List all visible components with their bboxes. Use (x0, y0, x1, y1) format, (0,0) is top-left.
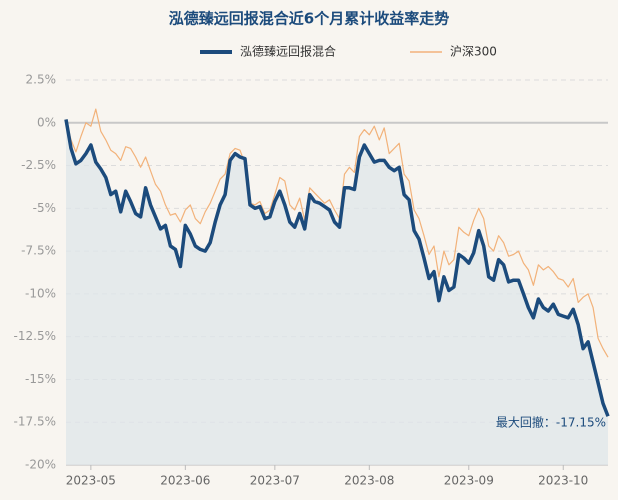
y-tick-label: -12.5% (14, 329, 56, 343)
x-tick-label: 2023-09 (444, 474, 494, 488)
legend-label: 泓德臻远回报混合 (240, 44, 336, 59)
y-tick-label: -5% (33, 201, 56, 215)
x-tick-label: 2023-05 (66, 474, 116, 488)
series-line (65, 108, 609, 358)
y-tick-label: -20% (25, 458, 56, 472)
x-tick-label: 2023-08 (344, 474, 394, 488)
x-tick-label: 2023-10 (538, 474, 588, 488)
y-tick-label: -7.5% (21, 244, 56, 258)
legend-label: 沪深300 (450, 45, 497, 59)
series-line (64, 119, 610, 417)
y-tick-label: 2.5% (26, 73, 57, 87)
y-tick-label: -10% (25, 286, 56, 300)
y-tick-label: -15% (25, 372, 56, 386)
chart-title: 泓德臻远回报混合近6个月累计收益率走势 (169, 10, 449, 28)
x-tick-label: 2023-06 (160, 474, 210, 488)
annotation: 最大回撤：-17.15% (496, 415, 606, 430)
area (66, 119, 608, 466)
x-tick-label: 2023-07 (250, 474, 300, 488)
y-tick-label: -2.5% (21, 158, 56, 172)
y-tick-label: 0% (37, 115, 56, 129)
y-tick-label: -17.5% (14, 415, 56, 429)
